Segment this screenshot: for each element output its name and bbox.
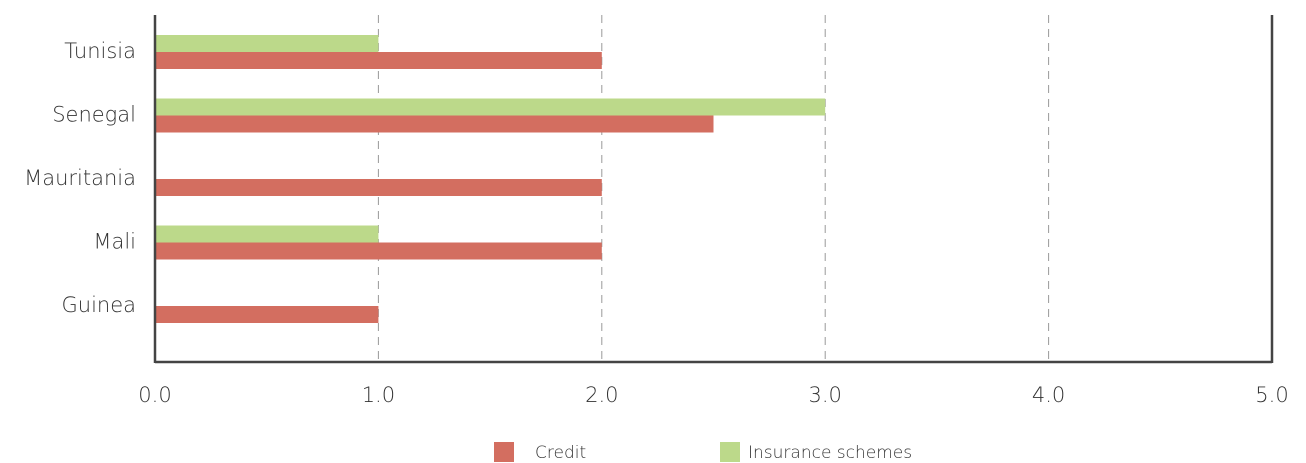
legend-label: Credit — [535, 443, 586, 463]
bar — [155, 242, 602, 260]
legend-swatch — [720, 442, 740, 462]
bar — [155, 225, 379, 243]
bar — [155, 98, 826, 116]
bar — [155, 306, 379, 323]
y-tick-label: Senegal — [52, 103, 136, 127]
x-tick-label: 3.0 — [808, 383, 841, 407]
x-tick-label: 0.0 — [138, 383, 171, 407]
y-tick-label: Guinea — [61, 293, 136, 317]
bar — [155, 115, 714, 133]
legend-swatch — [494, 442, 514, 462]
legend-label: Insurance schemes — [748, 443, 912, 463]
bar — [155, 52, 602, 69]
y-tick-label: Mauritania — [24, 166, 136, 190]
bar — [155, 35, 379, 52]
x-tick-label: 2.0 — [585, 383, 618, 407]
bar — [155, 179, 602, 196]
x-tick-label: 1.0 — [362, 383, 395, 407]
x-tick-label: 4.0 — [1032, 383, 1065, 407]
x-tick-label: 5.0 — [1255, 383, 1288, 407]
y-tick-label: Mali — [93, 230, 136, 254]
y-tick-label: Tunisia — [64, 39, 136, 63]
